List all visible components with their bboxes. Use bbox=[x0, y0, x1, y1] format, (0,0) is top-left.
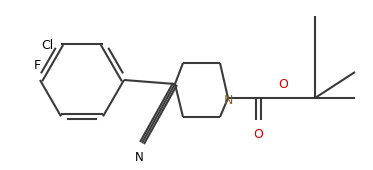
Text: F: F bbox=[34, 59, 41, 72]
Text: O: O bbox=[253, 128, 263, 141]
Text: N: N bbox=[135, 151, 143, 164]
Text: N: N bbox=[223, 94, 233, 106]
Text: O: O bbox=[278, 78, 288, 91]
Text: Cl: Cl bbox=[41, 39, 53, 52]
